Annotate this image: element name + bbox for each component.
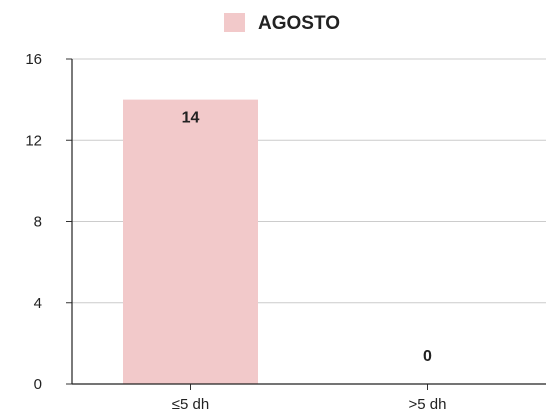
x-tick-label: >5 dh [409,396,447,412]
y-tick-label: 4 [34,295,42,312]
y-tick-label: 8 [34,214,42,231]
bars [123,99,258,384]
legend-swatch [224,13,245,32]
data-label: 14 [182,110,200,127]
labels: 0 4 8 12 16 14 ≤5 dh 0 >5 dh [25,51,446,412]
legend-label: AGOSTO [258,13,340,34]
y-tick-label: 12 [25,132,42,149]
x-tick-label: ≤5 dh [172,396,209,412]
bar [123,99,258,384]
legend: AGOSTO [224,13,340,34]
y-tick-label: 0 [34,376,42,393]
y-tick-label: 16 [25,51,42,68]
data-label: 0 [423,348,432,365]
axes [66,58,546,390]
